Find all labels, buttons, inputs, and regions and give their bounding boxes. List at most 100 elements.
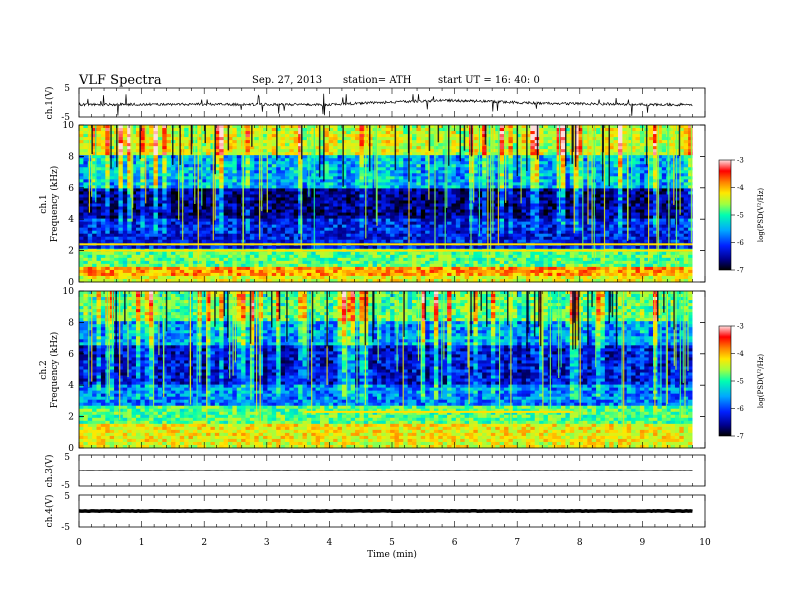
spectrogram-cell — [688, 200, 693, 204]
spectrogram-cell — [263, 173, 268, 177]
spectrogram-cell — [149, 143, 154, 147]
spectrogram-cell — [547, 176, 553, 180]
spectrogram-cell — [324, 179, 330, 183]
spectrogram-cell — [390, 149, 395, 153]
spectrogram-cell — [245, 197, 251, 201]
spectrogram-cell — [455, 170, 461, 174]
spectrogram-cell — [473, 170, 479, 174]
spectrogram-cell — [455, 200, 461, 204]
spectrogram-cell — [315, 185, 321, 189]
spectrogram-cell — [355, 200, 360, 204]
spectrogram-cell — [412, 188, 417, 192]
spectrogram-cell — [276, 161, 281, 165]
spectrogram-cell — [639, 176, 645, 180]
spectrogram-cell — [504, 203, 509, 207]
spectrogram-cell — [674, 185, 680, 189]
spectrogram-cell — [407, 170, 413, 174]
spectrogram-cell — [525, 152, 531, 156]
spectrogram-cell — [298, 161, 303, 165]
spectrogram-cell — [653, 167, 658, 171]
spectrogram-cell — [372, 221, 378, 226]
spectrogram-cell — [653, 209, 658, 213]
spectrogram-cell — [582, 152, 588, 156]
spectrogram-cell — [390, 167, 395, 171]
spectrogram-cell — [683, 158, 689, 162]
spectrogram-cell — [333, 143, 338, 147]
spectrogram-cell — [657, 188, 663, 192]
spectrogram-cell — [92, 161, 97, 165]
spectrogram-cell — [127, 230, 132, 235]
spectrogram-cell — [451, 200, 457, 204]
spectrogram-cell — [455, 194, 461, 198]
spectrogram-cell — [214, 230, 220, 235]
spectrogram-cell — [271, 158, 277, 162]
spectrogram-cell — [596, 206, 601, 210]
spectrogram-cell — [293, 146, 299, 150]
spectrogram-cell — [311, 176, 317, 180]
spectrogram-cell — [657, 176, 663, 180]
spectrogram-cell — [596, 134, 601, 138]
spectrogram-cell — [416, 176, 422, 180]
spectrogram-cell — [482, 161, 487, 165]
spectrogram-cell — [346, 161, 352, 165]
spectrogram-cell — [425, 179, 430, 183]
spectrogram-cell — [403, 200, 409, 204]
spectrogram-cell — [376, 140, 382, 144]
spectrogram-cell — [390, 161, 395, 165]
spectrogram-cell — [298, 224, 303, 229]
spectrogram-cell — [359, 140, 365, 144]
spectrogram-cell — [543, 206, 549, 210]
spectrogram-cell — [315, 152, 321, 156]
spectrogram-cell — [412, 134, 417, 138]
spectrogram-cell — [447, 173, 452, 177]
spectrogram-cell — [429, 194, 435, 198]
spectrogram-cell — [552, 218, 558, 223]
spectrogram-cell — [547, 221, 553, 226]
spectrogram-cell — [604, 194, 610, 198]
spectrogram-cell — [385, 176, 391, 180]
spectrogram-cell — [214, 125, 220, 129]
spectrogram-cell — [267, 215, 273, 219]
spectrogram-cell — [166, 179, 172, 183]
spectrogram-cell — [604, 146, 610, 150]
spectrogram-cell — [596, 161, 601, 165]
spectrogram-cell — [688, 215, 693, 219]
spectrogram-cell — [447, 203, 452, 207]
spectrogram-cell — [403, 209, 409, 213]
spectrogram-cell — [96, 191, 102, 195]
spectrogram-cell — [644, 203, 650, 207]
spectrogram-cell — [118, 227, 124, 232]
spectrogram-cell — [679, 155, 685, 159]
spectrogram-cell — [355, 215, 360, 219]
spectrogram-cell — [622, 182, 628, 186]
spectrogram-cell — [188, 158, 194, 162]
spectrogram-cell — [407, 164, 413, 168]
spectrogram-cell — [688, 173, 693, 177]
spectrogram-cell — [227, 161, 233, 165]
spectrogram-cell — [311, 164, 317, 168]
spectrogram-cell — [227, 197, 233, 201]
spectrogram-cell — [214, 197, 220, 201]
spectrogram-cell — [495, 185, 501, 189]
spectrogram-cell — [433, 161, 439, 165]
spectrogram-cell — [157, 197, 163, 201]
spectrogram-cell — [482, 182, 487, 186]
spectrogram-cell — [227, 191, 233, 195]
spectrogram-cell — [609, 149, 614, 153]
spectrogram-cell — [447, 209, 452, 213]
spectrogram-cell — [543, 176, 549, 180]
spectrogram-cell — [569, 218, 575, 223]
spectrogram-cell — [214, 143, 220, 147]
spectrogram-cell — [206, 197, 211, 201]
spectrogram-cell — [486, 185, 492, 189]
spectrogram-cell — [127, 170, 132, 174]
spectrogram-cell — [197, 146, 203, 150]
spectrogram-cell — [341, 167, 347, 171]
spectrogram-cell — [201, 134, 207, 138]
spectrogram-cell — [674, 194, 680, 198]
spectrogram-cell — [534, 170, 540, 174]
spectrogram-cell — [403, 134, 409, 138]
spectrogram-cell — [114, 206, 119, 210]
spectrogram-cell — [622, 221, 628, 226]
spectrogram-cell — [604, 173, 610, 177]
